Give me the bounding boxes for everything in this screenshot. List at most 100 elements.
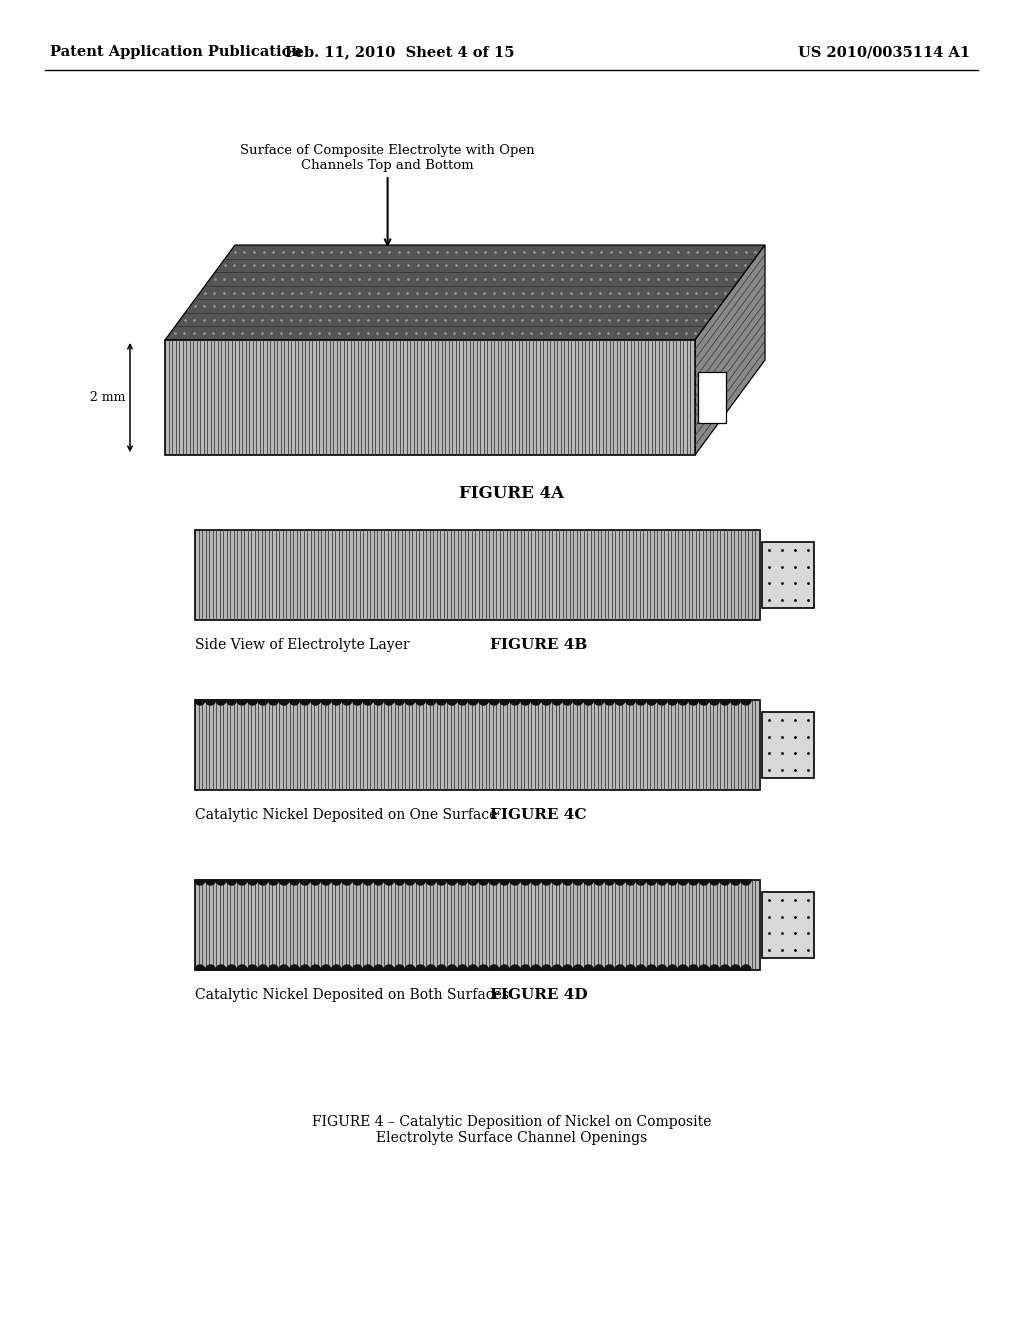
Polygon shape — [206, 700, 215, 705]
Polygon shape — [646, 965, 656, 970]
Bar — [195, 700, 760, 789]
Bar — [762, 892, 814, 958]
Polygon shape — [542, 700, 552, 705]
Polygon shape — [195, 700, 205, 705]
Polygon shape — [332, 965, 341, 970]
Polygon shape — [531, 965, 541, 970]
Polygon shape — [678, 880, 688, 884]
Polygon shape — [636, 880, 646, 884]
Polygon shape — [594, 880, 604, 884]
Polygon shape — [406, 880, 415, 884]
Polygon shape — [216, 700, 226, 705]
Text: FIGURE 4A: FIGURE 4A — [460, 484, 564, 502]
Polygon shape — [279, 965, 289, 970]
Polygon shape — [447, 965, 457, 970]
Polygon shape — [290, 880, 299, 884]
Text: FIGURE 4B: FIGURE 4B — [490, 638, 588, 652]
Polygon shape — [710, 700, 720, 705]
Polygon shape — [730, 700, 740, 705]
Polygon shape — [406, 965, 415, 970]
Polygon shape — [510, 700, 520, 705]
Polygon shape — [594, 965, 604, 970]
Polygon shape — [384, 965, 394, 970]
Polygon shape — [562, 880, 572, 884]
Polygon shape — [646, 700, 656, 705]
Polygon shape — [436, 965, 446, 970]
Polygon shape — [657, 965, 667, 970]
Polygon shape — [678, 965, 688, 970]
Polygon shape — [573, 700, 583, 705]
Text: Catalytic Nickel Deposited on Both Surfaces: Catalytic Nickel Deposited on Both Surfa… — [195, 987, 509, 1002]
Bar — [762, 711, 814, 777]
Polygon shape — [237, 965, 247, 970]
Polygon shape — [436, 880, 446, 884]
Polygon shape — [279, 880, 289, 884]
Polygon shape — [290, 700, 299, 705]
Polygon shape — [615, 700, 625, 705]
Polygon shape — [573, 880, 583, 884]
Polygon shape — [520, 880, 530, 884]
Text: Surface of Composite Electrolyte with Open
Channels Top and Bottom: Surface of Composite Electrolyte with Op… — [241, 144, 535, 172]
Polygon shape — [384, 880, 394, 884]
Polygon shape — [216, 880, 226, 884]
Polygon shape — [730, 965, 740, 970]
Polygon shape — [626, 965, 636, 970]
Polygon shape — [362, 700, 373, 705]
Polygon shape — [531, 700, 541, 705]
Polygon shape — [699, 700, 709, 705]
Polygon shape — [668, 965, 678, 970]
Polygon shape — [510, 965, 520, 970]
Polygon shape — [290, 965, 299, 970]
Polygon shape — [237, 700, 247, 705]
Polygon shape — [468, 965, 478, 970]
Polygon shape — [416, 965, 426, 970]
Polygon shape — [394, 965, 404, 970]
Polygon shape — [520, 965, 530, 970]
Polygon shape — [710, 965, 720, 970]
Polygon shape — [268, 700, 279, 705]
Polygon shape — [374, 880, 384, 884]
Polygon shape — [668, 700, 678, 705]
Text: FIGURE 4 – Catalytic Deposition of Nickel on Composite
Electrolyte Surface Chann: FIGURE 4 – Catalytic Deposition of Nicke… — [312, 1115, 712, 1146]
Polygon shape — [258, 700, 268, 705]
Polygon shape — [604, 880, 614, 884]
Polygon shape — [248, 700, 257, 705]
Polygon shape — [489, 965, 499, 970]
Polygon shape — [258, 880, 268, 884]
Polygon shape — [332, 880, 341, 884]
Polygon shape — [362, 965, 373, 970]
Polygon shape — [688, 700, 698, 705]
Polygon shape — [416, 880, 426, 884]
Polygon shape — [321, 700, 331, 705]
Polygon shape — [720, 700, 730, 705]
Polygon shape — [489, 700, 499, 705]
Polygon shape — [226, 700, 237, 705]
Polygon shape — [374, 700, 384, 705]
Polygon shape — [310, 965, 321, 970]
Polygon shape — [542, 965, 552, 970]
Polygon shape — [206, 880, 215, 884]
Polygon shape — [695, 246, 765, 455]
Polygon shape — [688, 880, 698, 884]
Polygon shape — [730, 880, 740, 884]
Polygon shape — [720, 965, 730, 970]
Text: US 2010/0035114 A1: US 2010/0035114 A1 — [798, 45, 970, 59]
Polygon shape — [352, 880, 362, 884]
Polygon shape — [699, 880, 709, 884]
Polygon shape — [268, 880, 279, 884]
Polygon shape — [426, 880, 436, 884]
Polygon shape — [374, 965, 384, 970]
Polygon shape — [436, 700, 446, 705]
Polygon shape — [626, 700, 636, 705]
Polygon shape — [699, 965, 709, 970]
Polygon shape — [573, 965, 583, 970]
Polygon shape — [426, 965, 436, 970]
Polygon shape — [615, 880, 625, 884]
Bar — [698, 372, 726, 422]
Polygon shape — [562, 965, 572, 970]
Bar — [165, 341, 695, 455]
Polygon shape — [394, 700, 404, 705]
Polygon shape — [165, 246, 765, 341]
Polygon shape — [657, 700, 667, 705]
Polygon shape — [552, 700, 562, 705]
